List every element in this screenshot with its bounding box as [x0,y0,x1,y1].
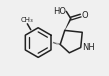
Polygon shape [65,18,72,30]
Text: CH₃: CH₃ [20,17,33,23]
Text: NH: NH [82,43,95,52]
Text: O: O [82,11,88,20]
Text: HO: HO [53,7,66,16]
